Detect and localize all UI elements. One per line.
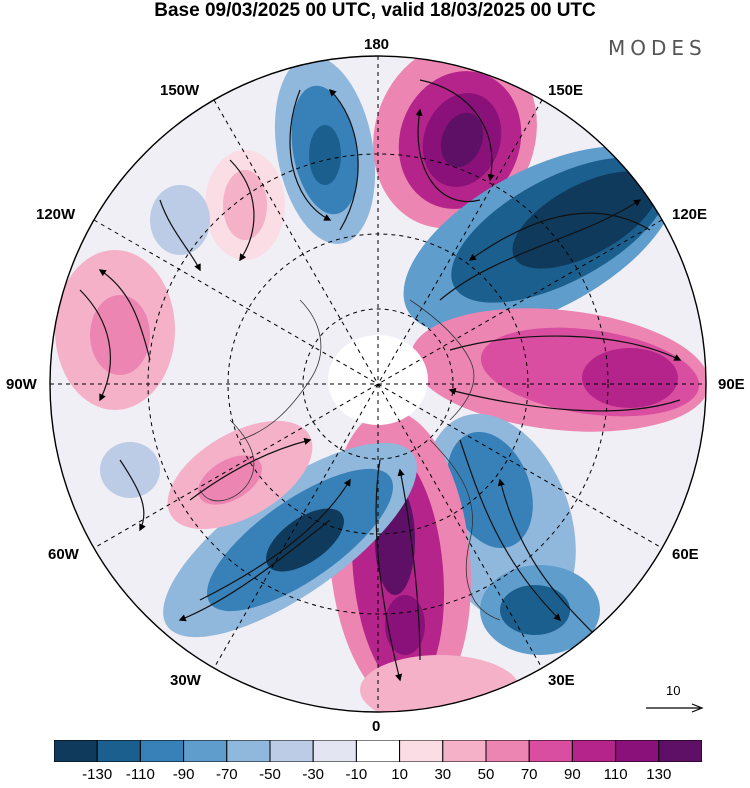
lon-label-60w: 60W bbox=[48, 546, 79, 563]
colorbar-tick-label: 50 bbox=[477, 766, 495, 783]
colorbar-swatch bbox=[183, 740, 228, 762]
colorbar-swatch bbox=[312, 740, 357, 762]
colorbar-tick-label: 130 bbox=[646, 766, 672, 783]
colorbar-swatch bbox=[528, 740, 573, 762]
colorbar-tick-label: -90 bbox=[172, 766, 195, 783]
colorbar bbox=[54, 740, 702, 762]
colorbar-swatch bbox=[399, 740, 444, 762]
colorbar-swatch bbox=[139, 740, 185, 762]
lon-label-90e: 90E bbox=[718, 376, 745, 393]
lon-label-150w: 150W bbox=[160, 82, 200, 99]
lon-label-30w: 30W bbox=[170, 672, 201, 689]
lon-label-120w: 120W bbox=[36, 206, 76, 223]
colorbar-tick-label: -130 bbox=[82, 766, 113, 783]
lon-label-150e: 150E bbox=[548, 82, 584, 99]
lon-label-30e: 30E bbox=[548, 672, 575, 689]
colorbar-swatch bbox=[658, 740, 702, 762]
colorbar-tick-label: 70 bbox=[520, 766, 538, 783]
map-border bbox=[49, 55, 707, 713]
lon-label-180: 180 bbox=[364, 36, 390, 53]
colorbar-tick-label: -110 bbox=[125, 766, 155, 783]
colorbar-swatch bbox=[442, 740, 487, 762]
graticule bbox=[50, 56, 706, 712]
colorbar-swatch bbox=[269, 740, 314, 762]
coastlines bbox=[199, 299, 501, 621]
colorbar-tick-label: -10 bbox=[345, 766, 368, 783]
lon-label-120e: 120E bbox=[672, 206, 708, 223]
reference-vector-label: 10 bbox=[666, 683, 681, 698]
lon-label-60e: 60E bbox=[672, 546, 699, 563]
colorbar-swatch bbox=[96, 740, 141, 762]
lon-label-90w: 90W bbox=[6, 376, 37, 393]
colorbar-swatch bbox=[615, 740, 660, 762]
anomaly-field bbox=[55, 56, 706, 712]
reference-arrow-icon bbox=[646, 703, 704, 713]
colorbar-tick-label: 90 bbox=[564, 766, 581, 783]
modes-logo: MODES bbox=[608, 36, 707, 60]
lon-label-0: 0 bbox=[372, 718, 381, 735]
colorbar-tick-label: -70 bbox=[215, 766, 238, 783]
wind-streamlines bbox=[79, 79, 682, 682]
colorbar-tick-label: -50 bbox=[259, 766, 281, 783]
reference-vector: 10 bbox=[640, 680, 710, 720]
colorbar-swatch bbox=[54, 740, 98, 762]
colorbar-swatch bbox=[355, 740, 401, 762]
colorbar-swatch bbox=[571, 740, 617, 762]
colorbar-tick-label: 110 bbox=[603, 766, 628, 783]
colorbar-swatch bbox=[226, 740, 271, 762]
colorbar-tick-label: 30 bbox=[434, 766, 452, 783]
colorbar-tick-label: -30 bbox=[302, 766, 325, 783]
colorbar-swatch bbox=[485, 740, 530, 762]
colorbar-tick-label: 10 bbox=[391, 766, 408, 783]
chart-title: Base 09/03/2025 00 UTC, valid 18/03/2025… bbox=[154, 0, 596, 21]
